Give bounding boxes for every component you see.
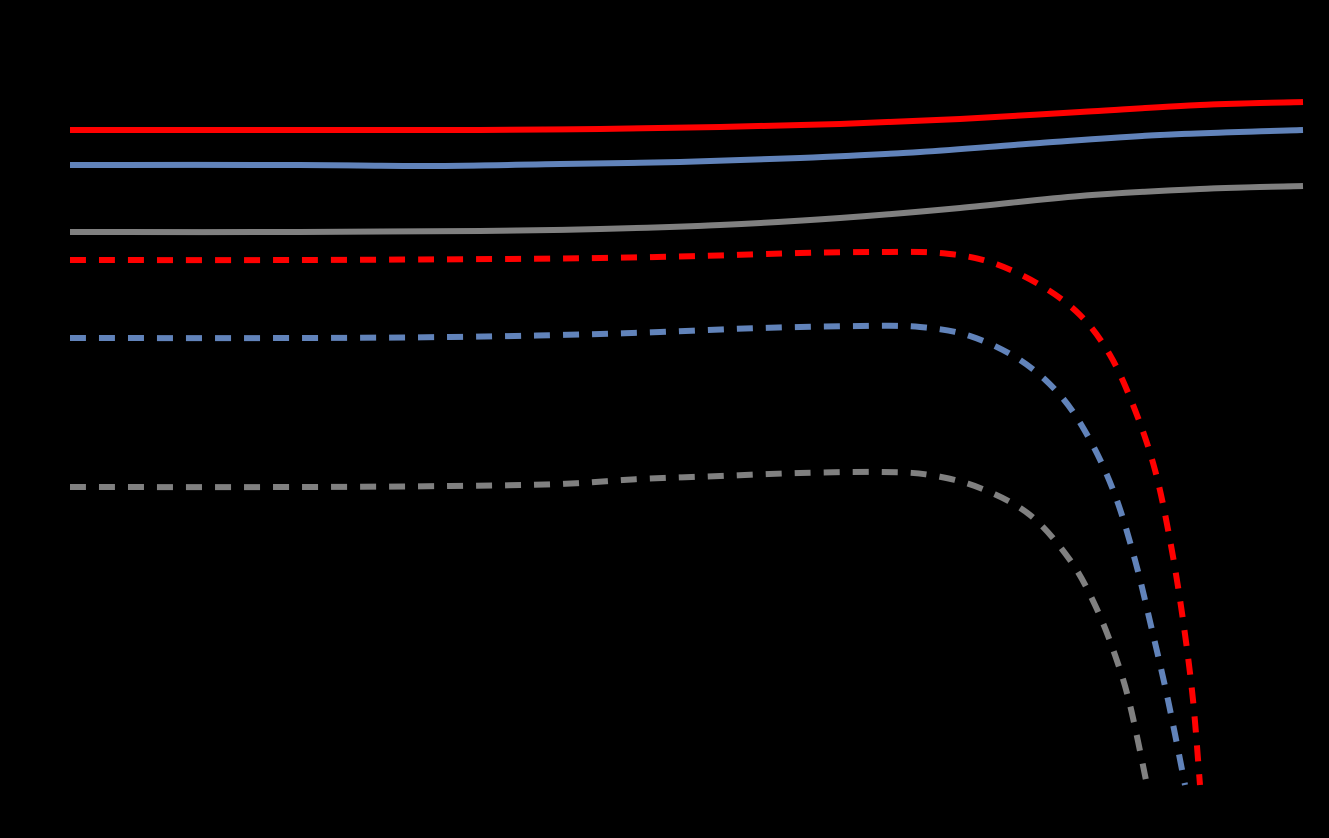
series-line-blue-solid [69,127,1304,170]
series-line-gray-dashed [69,468,1150,786]
series-line-red-solid [70,99,1304,134]
plot-area [69,99,1304,786]
series-line-gray-solid [69,183,1304,236]
series-line-blue-dashed [69,322,1188,786]
